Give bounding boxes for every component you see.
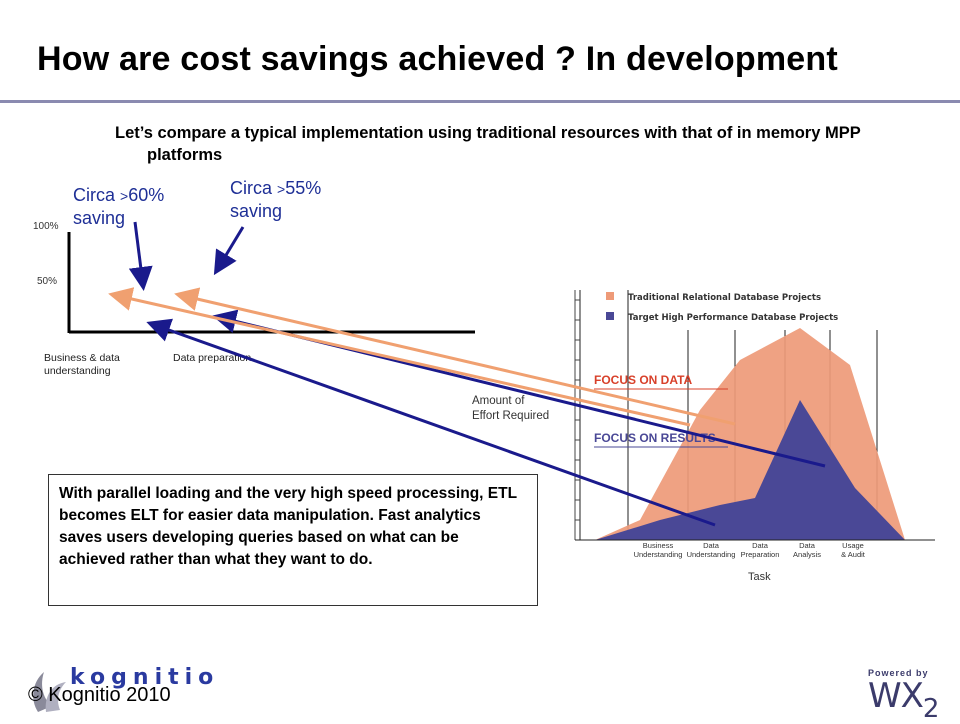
powered-by-label: Powered by (868, 668, 929, 678)
logo-wordmark: kognitio (70, 665, 219, 690)
cat-data-understanding: Data Understanding (687, 541, 736, 559)
legend-swatch-traditional (606, 292, 614, 300)
wx2-logo: WX2 (868, 676, 939, 724)
legend-traditional: Traditional Relational Database Projects (628, 293, 821, 303)
saving-60-pointer-arrow (128, 221, 153, 291)
title-divider (0, 100, 960, 103)
focus-on-results-label: FOCUS ON RESULTS (594, 431, 716, 445)
callout-box: With parallel loading and the very high … (48, 474, 538, 606)
target-area (595, 400, 905, 540)
cat-usage: Usage & Audit (841, 541, 866, 559)
cat-business: Business Understanding (634, 541, 683, 559)
kognitio-logo: kognitio (33, 665, 219, 712)
legend-swatch-target (606, 312, 614, 320)
cat-data-prep: Data Preparation (741, 541, 780, 559)
saving-label-60: Circa >60% saving (73, 185, 165, 228)
arrow-orange-dataprep (174, 287, 736, 426)
legend-target: Target High Performance Database Project… (628, 313, 838, 323)
saving-55-pointer-arrow (213, 226, 245, 276)
y-tick-100: 100% (33, 221, 59, 232)
effort-categories: Business Understanding Data Understanding … (634, 541, 866, 559)
x-tick-data-prep: Data preparation (173, 352, 252, 364)
effort-y-axis (574, 290, 580, 540)
slide-subtitle: Let’s compare a typical implementation u… (115, 124, 861, 164)
focus-on-data-label: FOCUS ON DATA (594, 373, 693, 387)
effort-chart: FOCUS ON DATA FOCUS ON RESULTS Tradition… (574, 290, 935, 583)
arrow-orange-business (108, 287, 691, 427)
cat-data-analysis: Data Analysis (793, 541, 821, 559)
slide-title: How are cost savings achieved ? In devel… (37, 40, 838, 78)
amount-of-effort-label: Amount of Effort Required (472, 395, 550, 422)
arrow-blue-business (146, 318, 716, 527)
x-tick-business: Business & data understanding (44, 352, 120, 377)
saving-label-55: Circa >55% saving (230, 178, 322, 221)
copyright-text: © Kognitio 2010 (28, 684, 171, 706)
y-tick-50: 50% (37, 276, 58, 287)
effort-x-label: Task (748, 571, 771, 583)
